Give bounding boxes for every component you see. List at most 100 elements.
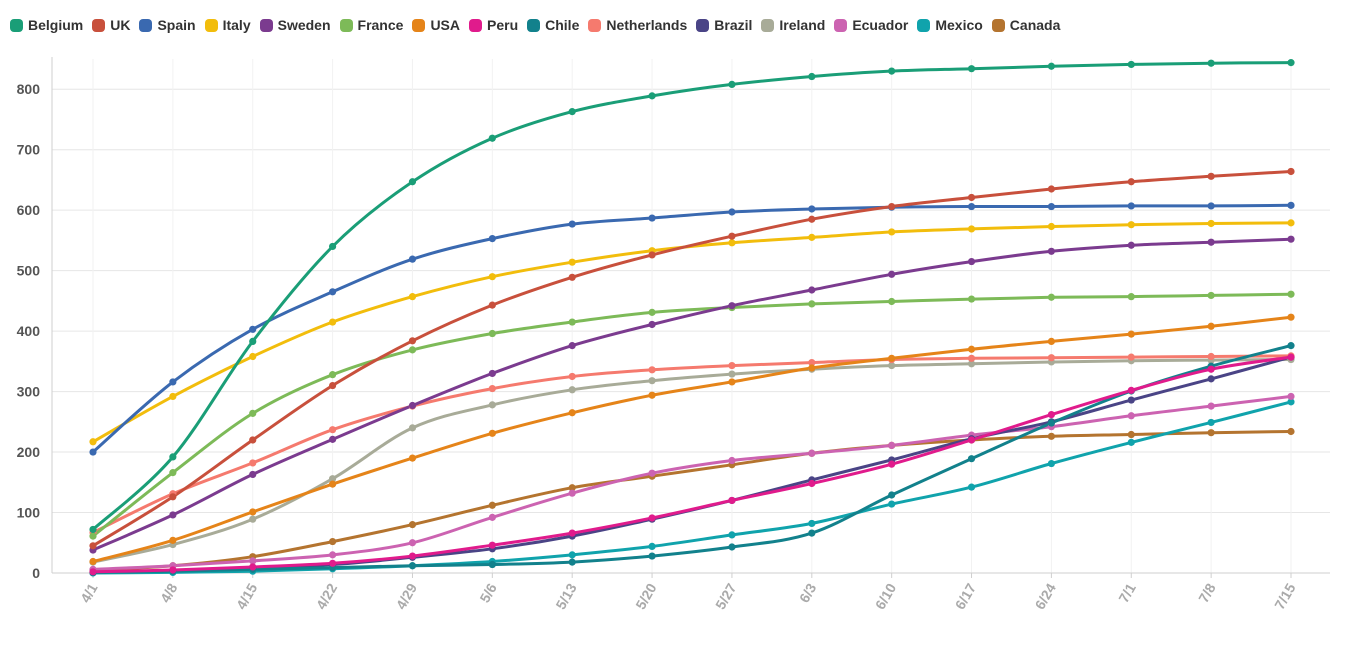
legend-item-france[interactable]: France bbox=[339, 17, 403, 33]
series-line-peru[interactable] bbox=[91, 355, 1293, 574]
data-point-netherlands[interactable] bbox=[1207, 352, 1215, 361]
data-point-usa[interactable] bbox=[1287, 313, 1295, 321]
data-point-ecuador[interactable] bbox=[1207, 402, 1215, 410]
data-point-ecuador[interactable] bbox=[488, 513, 496, 521]
data-point-spain[interactable] bbox=[408, 255, 417, 263]
data-point-sweden[interactable] bbox=[648, 320, 656, 329]
data-point-france[interactable] bbox=[1047, 293, 1055, 301]
data-point-belgium[interactable] bbox=[728, 80, 736, 88]
data-point-ecuador[interactable] bbox=[888, 441, 896, 450]
series-line-italy[interactable] bbox=[91, 221, 1293, 444]
data-point-sweden[interactable] bbox=[808, 286, 816, 294]
data-point-ireland[interactable] bbox=[249, 515, 257, 523]
data-point-france[interactable] bbox=[967, 295, 976, 303]
data-point-italy[interactable] bbox=[967, 225, 976, 233]
data-point-spain[interactable] bbox=[329, 288, 337, 296]
series-line-usa[interactable] bbox=[91, 315, 1293, 564]
data-point-ecuador[interactable] bbox=[808, 449, 816, 457]
data-point-ecuador[interactable] bbox=[728, 456, 736, 465]
series-line-spain[interactable] bbox=[91, 203, 1293, 454]
data-point-ireland[interactable] bbox=[648, 377, 656, 385]
data-point-italy[interactable] bbox=[728, 239, 736, 247]
data-point-uk[interactable] bbox=[169, 493, 177, 501]
data-point-sweden[interactable] bbox=[888, 270, 896, 278]
data-point-ecuador[interactable] bbox=[408, 539, 417, 547]
legend-item-netherlands[interactable]: Netherlands bbox=[588, 17, 687, 33]
data-point-usa[interactable] bbox=[967, 345, 976, 353]
data-point-sweden[interactable] bbox=[728, 302, 736, 310]
data-point-usa[interactable] bbox=[1047, 337, 1055, 345]
data-point-spain[interactable] bbox=[568, 220, 576, 228]
data-point-uk[interactable] bbox=[888, 202, 896, 211]
data-point-uk[interactable] bbox=[329, 381, 337, 390]
data-point-ireland[interactable] bbox=[728, 370, 736, 378]
data-point-uk[interactable] bbox=[488, 301, 496, 309]
legend-item-canada[interactable]: Canada bbox=[991, 17, 1060, 33]
data-point-italy[interactable] bbox=[1127, 221, 1135, 229]
data-point-ecuador[interactable] bbox=[568, 489, 576, 497]
data-point-belgium[interactable] bbox=[1207, 59, 1215, 67]
data-point-belgium[interactable] bbox=[808, 72, 816, 81]
data-point-usa[interactable] bbox=[1207, 322, 1215, 330]
data-point-mexico[interactable] bbox=[1207, 418, 1215, 427]
data-point-netherlands[interactable] bbox=[1047, 354, 1055, 362]
data-point-france[interactable] bbox=[169, 469, 177, 477]
data-point-peru[interactable] bbox=[1047, 410, 1055, 419]
data-point-italy[interactable] bbox=[488, 273, 496, 281]
data-point-spain[interactable] bbox=[967, 202, 976, 211]
data-point-italy[interactable] bbox=[408, 293, 417, 301]
data-point-peru[interactable] bbox=[888, 460, 896, 468]
data-point-uk[interactable] bbox=[648, 251, 656, 259]
series-line-chile[interactable] bbox=[91, 344, 1293, 574]
legend-item-ecuador[interactable]: Ecuador bbox=[834, 17, 908, 33]
data-point-uk[interactable] bbox=[89, 542, 97, 550]
data-point-france[interactable] bbox=[329, 371, 337, 379]
data-point-netherlands[interactable] bbox=[967, 354, 976, 362]
data-point-canada[interactable] bbox=[488, 501, 496, 509]
data-point-peru[interactable] bbox=[648, 514, 656, 522]
legend-item-uk[interactable]: UK bbox=[92, 17, 130, 33]
data-point-brazil[interactable] bbox=[1127, 396, 1135, 404]
data-point-france[interactable] bbox=[648, 308, 656, 316]
data-point-usa[interactable] bbox=[888, 354, 896, 362]
data-point-canada[interactable] bbox=[1047, 432, 1055, 440]
data-point-usa[interactable] bbox=[329, 480, 337, 488]
data-point-france[interactable] bbox=[408, 346, 417, 354]
data-point-belgium[interactable] bbox=[1127, 60, 1135, 69]
data-point-chile[interactable] bbox=[967, 455, 976, 463]
data-point-chile[interactable] bbox=[408, 562, 417, 570]
data-point-peru[interactable] bbox=[808, 479, 816, 488]
data-point-mexico[interactable] bbox=[888, 500, 896, 508]
data-point-ecuador[interactable] bbox=[648, 469, 656, 477]
data-point-spain[interactable] bbox=[89, 448, 97, 456]
data-point-italy[interactable] bbox=[329, 318, 337, 326]
data-point-peru[interactable] bbox=[1127, 386, 1135, 394]
legend-item-sweden[interactable]: Sweden bbox=[259, 17, 331, 33]
legend-item-spain[interactable]: Spain bbox=[139, 17, 196, 33]
data-point-peru[interactable] bbox=[967, 436, 976, 444]
data-point-ecuador[interactable] bbox=[249, 557, 257, 565]
data-point-mexico[interactable] bbox=[1287, 398, 1295, 406]
data-point-usa[interactable] bbox=[568, 409, 576, 417]
data-point-belgium[interactable] bbox=[568, 108, 576, 116]
data-point-ireland[interactable] bbox=[568, 386, 576, 394]
legend-item-chile[interactable]: Chile bbox=[527, 17, 579, 33]
data-point-italy[interactable] bbox=[1047, 222, 1055, 231]
data-point-belgium[interactable] bbox=[408, 178, 417, 186]
data-point-sweden[interactable] bbox=[967, 257, 976, 266]
data-point-canada[interactable] bbox=[408, 521, 417, 529]
data-point-italy[interactable] bbox=[249, 352, 257, 361]
data-point-canada[interactable] bbox=[568, 484, 576, 492]
data-point-sweden[interactable] bbox=[329, 435, 337, 443]
data-point-chile[interactable] bbox=[648, 552, 656, 560]
data-point-uk[interactable] bbox=[568, 273, 576, 281]
data-point-sweden[interactable] bbox=[1127, 241, 1135, 249]
data-point-netherlands[interactable] bbox=[648, 366, 656, 374]
data-point-belgium[interactable] bbox=[1287, 59, 1295, 67]
data-point-italy[interactable] bbox=[808, 233, 816, 241]
data-point-peru[interactable] bbox=[329, 559, 337, 567]
data-point-spain[interactable] bbox=[648, 214, 656, 222]
data-point-italy[interactable] bbox=[89, 438, 97, 446]
data-point-ireland[interactable] bbox=[888, 361, 896, 370]
data-point-sweden[interactable] bbox=[488, 369, 496, 378]
